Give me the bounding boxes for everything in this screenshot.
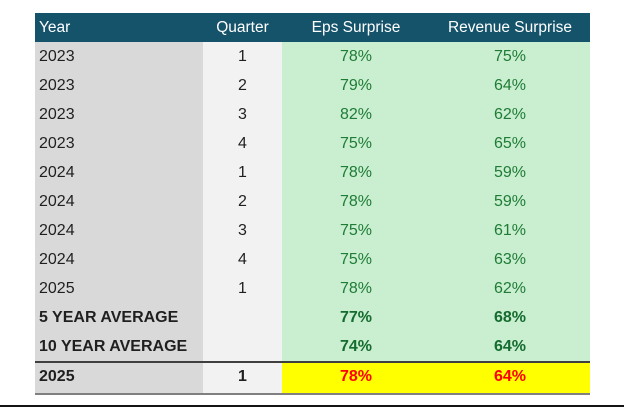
revenue-cell: 61% xyxy=(430,216,590,245)
quarter-cell: 4 xyxy=(203,245,282,274)
revenue-cell: 64% xyxy=(430,71,590,100)
eps-cell: 75% xyxy=(282,216,430,245)
year-cell: 2024 xyxy=(35,158,203,187)
quarter-cell: 4 xyxy=(203,129,282,158)
quarter-cell xyxy=(203,303,282,332)
revenue-cell: 59% xyxy=(430,158,590,187)
year-cell: 2024 xyxy=(35,245,203,274)
quarter-cell xyxy=(203,332,282,361)
table-row: 2024 2 78% 59% xyxy=(35,187,590,216)
revenue-cell: 75% xyxy=(430,42,590,71)
year-cell: 2024 xyxy=(35,216,203,245)
revenue-cell: 59% xyxy=(430,187,590,216)
quarter-cell: 2 xyxy=(203,187,282,216)
year-cell: 2024 xyxy=(35,187,203,216)
revenue-cell: 62% xyxy=(430,100,590,129)
table-row: 2025 1 78% 64% xyxy=(35,361,590,393)
eps-cell: 78% xyxy=(282,158,430,187)
revenue-cell: 62% xyxy=(430,274,590,303)
table-row: 5 YEAR AVERAGE 77% 68% xyxy=(35,303,590,332)
revenue-cell: 63% xyxy=(430,245,590,274)
table-row: 2023 4 75% 65% xyxy=(35,129,590,158)
quarter-cell: 1 xyxy=(203,274,282,303)
year-cell: 5 YEAR AVERAGE xyxy=(35,303,203,332)
table-body: 2023 1 78% 75% 2023 2 79% 64% 2023 3 82%… xyxy=(35,42,590,393)
year-cell: 2023 xyxy=(35,71,203,100)
table-row: 2024 4 75% 63% xyxy=(35,245,590,274)
quarter-cell: 3 xyxy=(203,100,282,129)
table-row: 2023 2 79% 64% xyxy=(35,71,590,100)
year-cell: 10 YEAR AVERAGE xyxy=(35,332,203,361)
table-row: 2023 3 82% 62% xyxy=(35,100,590,129)
eps-cell: 78% xyxy=(282,42,430,71)
year-cell: 2025 xyxy=(35,363,203,393)
table-header-row: Year Quarter Eps Surprise Revenue Surpri… xyxy=(35,13,590,42)
revenue-cell: 64% xyxy=(430,332,590,361)
revenue-cell: 68% xyxy=(430,303,590,332)
eps-cell: 78% xyxy=(282,187,430,216)
year-cell: 2023 xyxy=(35,100,203,129)
document-horizontal-rule xyxy=(0,405,624,407)
quarter-cell: 1 xyxy=(203,158,282,187)
eps-cell: 78% xyxy=(282,363,430,393)
eps-cell: 79% xyxy=(282,71,430,100)
eps-cell: 75% xyxy=(282,245,430,274)
eps-cell: 77% xyxy=(282,303,430,332)
quarter-cell: 1 xyxy=(203,42,282,71)
table-row: 2025 1 78% 62% xyxy=(35,274,590,303)
table-bottom-border xyxy=(35,393,590,395)
header-revenue-surprise: Revenue Surprise xyxy=(447,19,573,36)
year-cell: 2025 xyxy=(35,274,203,303)
year-cell: 2023 xyxy=(35,129,203,158)
header-quarter: Quarter xyxy=(216,19,269,36)
table-row: 2024 3 75% 61% xyxy=(35,216,590,245)
table-row: 2023 1 78% 75% xyxy=(35,42,590,71)
quarter-cell: 3 xyxy=(203,216,282,245)
year-cell: 2023 xyxy=(35,42,203,71)
revenue-cell: 65% xyxy=(430,129,590,158)
eps-cell: 75% xyxy=(282,129,430,158)
quarter-cell: 2 xyxy=(203,71,282,100)
eps-cell: 74% xyxy=(282,332,430,361)
revenue-cell: 64% xyxy=(430,363,590,393)
surprise-table: Year Quarter Eps Surprise Revenue Surpri… xyxy=(35,13,590,395)
table-row: 2024 1 78% 59% xyxy=(35,158,590,187)
header-year: Year xyxy=(39,19,71,36)
header-eps-surprise: Eps Surprise xyxy=(311,19,401,36)
eps-cell: 82% xyxy=(282,100,430,129)
eps-cell: 78% xyxy=(282,274,430,303)
quarter-cell: 1 xyxy=(203,363,282,393)
table-row: 10 YEAR AVERAGE 74% 64% xyxy=(35,332,590,361)
